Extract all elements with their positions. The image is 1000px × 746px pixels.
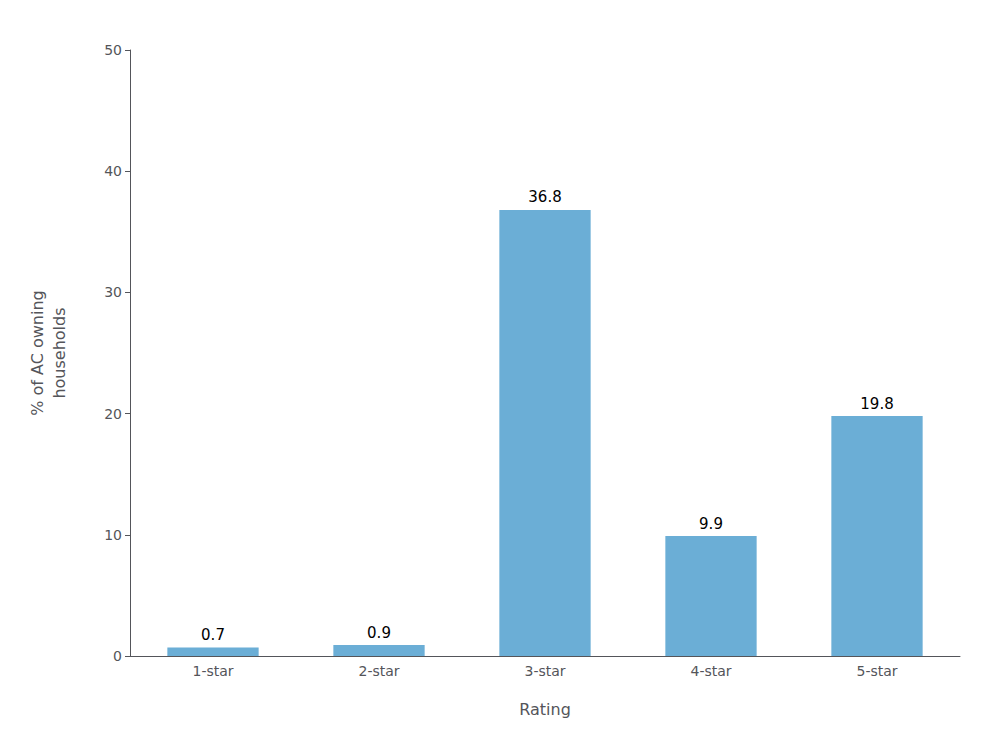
svg-text:50: 50	[104, 42, 122, 58]
svg-text:40: 40	[104, 163, 122, 179]
svg-text:0: 0	[113, 648, 122, 664]
svg-text:9.9: 9.9	[699, 515, 723, 533]
svg-text:0.7: 0.7	[201, 626, 225, 644]
svg-text:30: 30	[104, 284, 122, 300]
svg-text:4-star: 4-star	[690, 663, 731, 679]
svg-text:5-star: 5-star	[856, 663, 897, 679]
svg-text:% of AC owning: % of AC owning	[28, 290, 47, 415]
svg-text:1-star: 1-star	[192, 663, 233, 679]
svg-text:2-star: 2-star	[358, 663, 399, 679]
svg-text:0.9: 0.9	[367, 624, 391, 642]
svg-text:19.8: 19.8	[860, 395, 893, 413]
svg-text:20: 20	[104, 406, 122, 422]
svg-text:Rating: Rating	[519, 700, 571, 719]
svg-text:3-star: 3-star	[524, 663, 565, 679]
svg-text:households: households	[50, 307, 69, 398]
svg-text:10: 10	[104, 527, 122, 543]
svg-text:36.8: 36.8	[528, 188, 561, 206]
